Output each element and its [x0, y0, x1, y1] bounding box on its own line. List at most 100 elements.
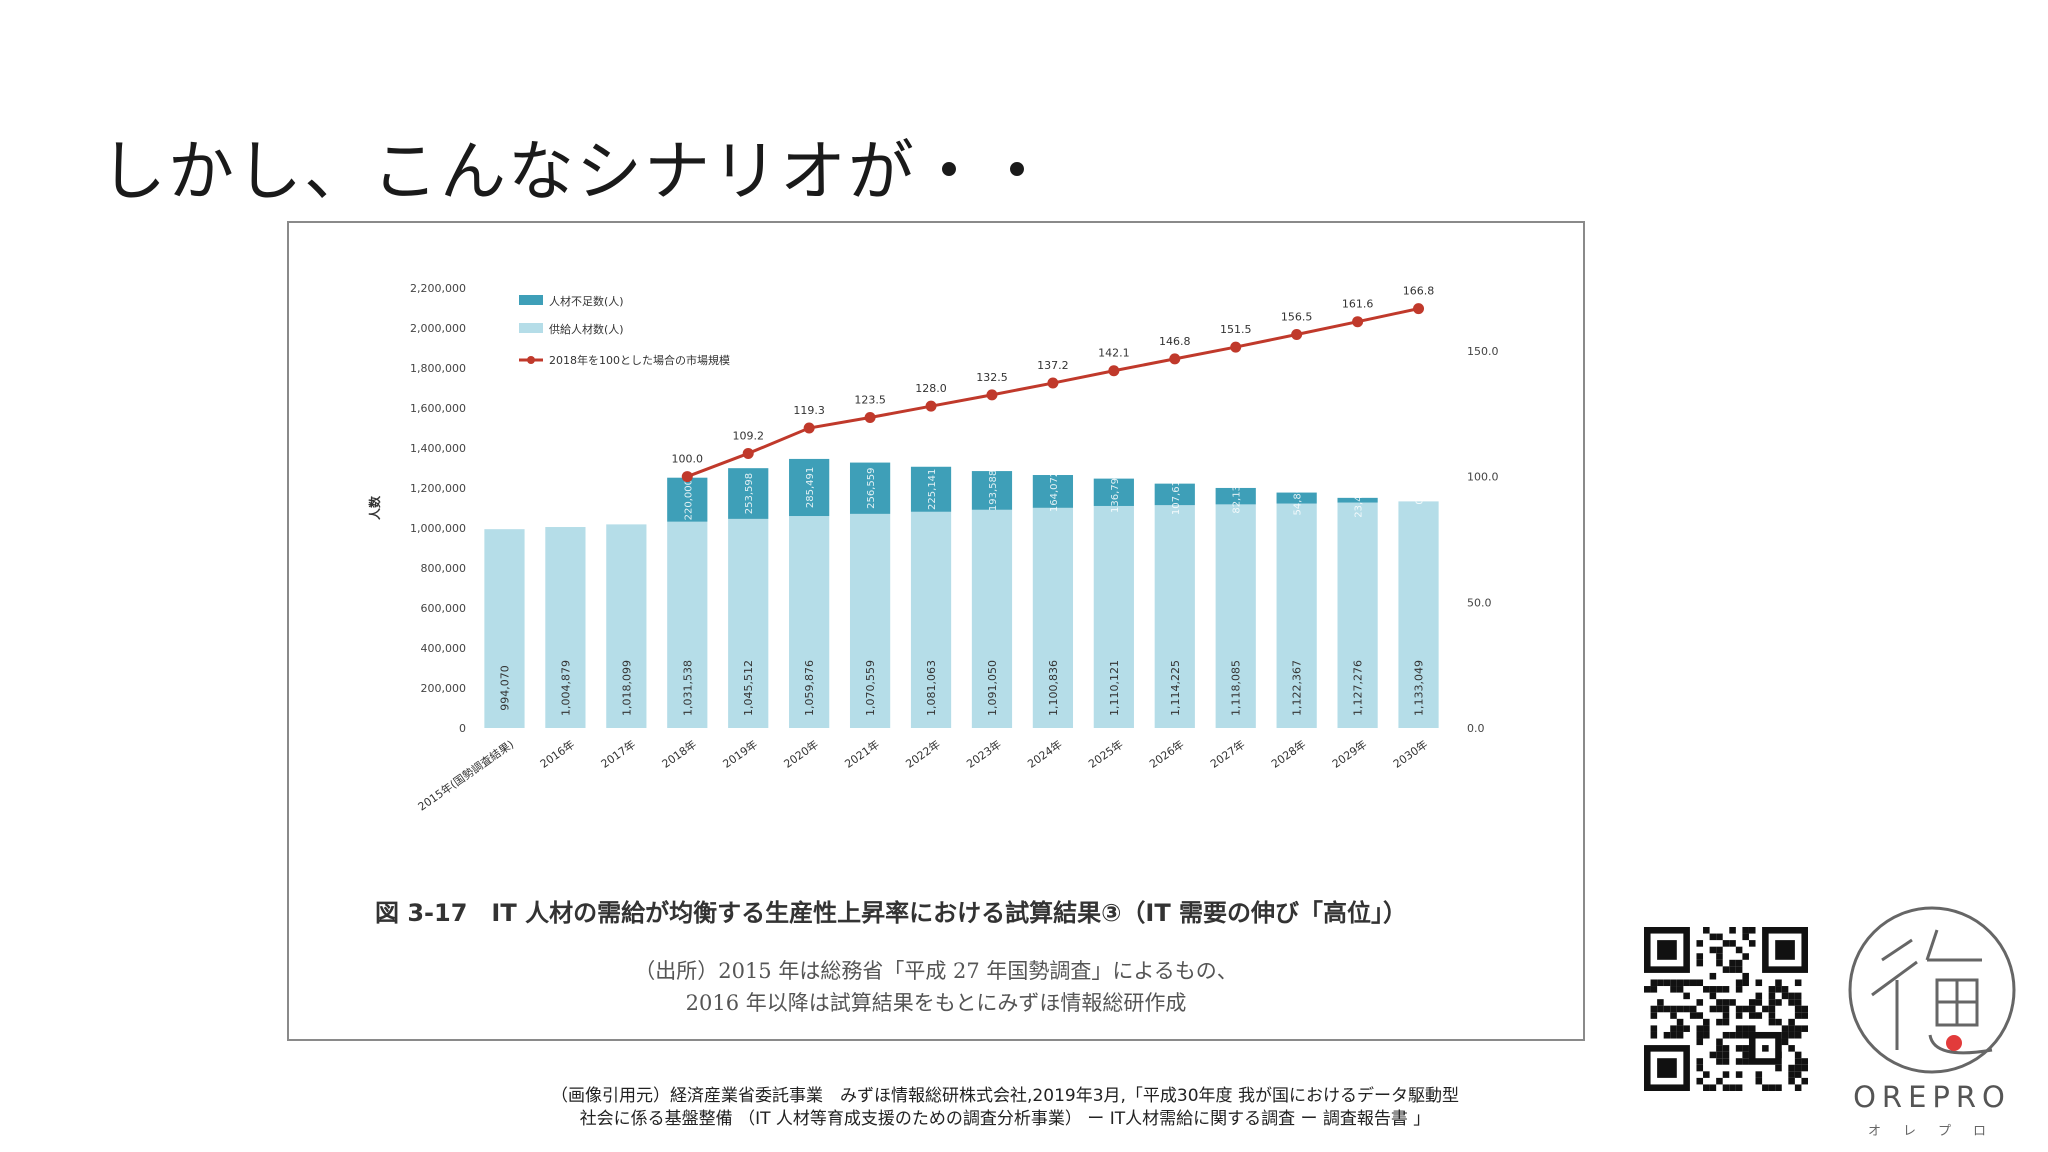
- y-tick-label: 0: [459, 722, 466, 735]
- orepro-logo: OREPRO オレプロ: [1842, 900, 2022, 1140]
- bar-label-shortage: 107,613: [1171, 474, 1182, 515]
- bar-supply: [1032, 507, 1074, 728]
- line-data-label: 128.0: [915, 382, 947, 395]
- bar-label-shortage: 225,141: [927, 469, 938, 510]
- chart-frame: 0 200,000 400,000 600,000 800,000 1,000,000 1,…: [287, 221, 1585, 1041]
- bar-label-shortage: 136,796: [1110, 472, 1121, 513]
- legend-label-shortage: 人材不足数(人): [549, 294, 624, 308]
- y-axis-label: 人数: [367, 495, 382, 520]
- x-tick-label: 2016年: [537, 737, 577, 771]
- bar-label-supply: 1,110,121: [1108, 660, 1121, 716]
- y2-tick-label: 0.0: [1467, 722, 1485, 735]
- line-point: [742, 447, 754, 459]
- figure-source-line1: （出所）2015 年は総務省「平成 27 年国勢調査」によるもの、: [634, 959, 1238, 983]
- line-point: [1230, 341, 1242, 353]
- y-tick-label: 1,200,000: [410, 482, 466, 495]
- chart: 0 200,000 400,000 600,000 800,000 1,000,000 1,…: [367, 282, 1499, 814]
- y-tick-label: 800,000: [421, 562, 467, 575]
- bar-shortage: [849, 462, 891, 514]
- citation-line1: （画像引用元）経済産業省委託事業 みずほ情報総研株式会社,2019年3月,「平成…: [551, 1086, 1459, 1106]
- bar-supply: [1276, 503, 1317, 728]
- bar-shortage: [1337, 497, 1378, 503]
- bar-shortage: [667, 477, 708, 522]
- bar-supply: [728, 518, 769, 728]
- line-point: [925, 400, 937, 412]
- bar-supply: [1215, 504, 1256, 728]
- x-tick-label: 2021年: [842, 737, 882, 771]
- x-tick-label: 2018年: [659, 737, 699, 771]
- bar-supply: [1398, 501, 1439, 728]
- bar-shortage: [971, 471, 1013, 510]
- line-point: [1169, 353, 1181, 365]
- bar-label-supply: 1,118,085: [1230, 660, 1243, 716]
- x-tick-label: 2023年: [964, 737, 1004, 771]
- bar-shortage: [1032, 475, 1074, 508]
- x-tick-label: 2030年: [1390, 737, 1430, 771]
- y-tick-label: 400,000: [421, 642, 467, 655]
- y-tick-label: 200,000: [421, 682, 467, 695]
- line-point: [1108, 365, 1120, 377]
- bar-supply: [1337, 502, 1378, 728]
- bar-shortage: [1093, 478, 1134, 506]
- line-data-label: 151.5: [1220, 323, 1252, 336]
- logo-brand-text: OREPRO: [1853, 1080, 2011, 1114]
- line-data-label: 166.8: [1403, 285, 1435, 298]
- bar-supply: [545, 527, 586, 728]
- line-point: [864, 411, 876, 423]
- legend-swatch-supply: [519, 323, 543, 333]
- bar-shortage: [789, 458, 830, 517]
- line-point: [1047, 377, 1059, 389]
- figure-source-line2: 2016 年以降は試算結果をもとにみずほ情報総研作成: [685, 991, 1187, 1015]
- legend-swatch-line-marker: [527, 356, 535, 364]
- bar-label-supply: 1,091,050: [986, 660, 999, 716]
- bar-supply: [667, 521, 708, 728]
- bar-label-shortage: 0: [1415, 498, 1426, 504]
- x-tick-label: 2025年: [1086, 737, 1126, 771]
- bar-shortage: [910, 466, 952, 512]
- bar-label-supply: 1,018,099: [620, 660, 633, 716]
- x-tick-label: 2022年: [903, 737, 943, 771]
- bar-supply: [849, 513, 891, 728]
- y-tick-label: 1,000,000: [410, 522, 466, 535]
- figure-caption: 図 3-17 IT 人材の需給が均衡する生産性上昇率における試算結果③（IT 需…: [375, 899, 1408, 927]
- bar-shortage: [1154, 483, 1195, 506]
- bar-label-shortage: 253,598: [744, 473, 755, 514]
- x-tick-label: 2015年(国勢調査結果): [415, 737, 516, 814]
- bar-supply: [789, 516, 830, 728]
- bar-label-supply: 1,081,063: [925, 660, 938, 716]
- x-tick-label: 2019年: [720, 737, 760, 771]
- line-data-label: 123.5: [854, 393, 886, 406]
- logo-kana-text: オレプロ: [1867, 1124, 2008, 1139]
- bar-label-shortage: 256,559: [866, 468, 877, 509]
- bar-label-supply: 1,045,512: [742, 660, 755, 716]
- legend-label-supply: 供給人材数(人): [549, 322, 624, 336]
- bar-supply: [1154, 505, 1195, 728]
- bar-supply: [971, 509, 1013, 728]
- x-tick-label: 2020年: [781, 737, 821, 771]
- bar-supply: [1093, 505, 1134, 728]
- logo-mark-icon: [1848, 906, 2016, 1074]
- y-tick-label: 1,400,000: [410, 442, 466, 455]
- line-point: [681, 471, 693, 483]
- bar-label-shortage: 285,491: [805, 467, 816, 508]
- line-point: [803, 422, 815, 434]
- bar-label-shortage: 23,452: [1354, 483, 1365, 518]
- qr-code-icon[interactable]: [1644, 927, 1808, 1091]
- bar-label-supply: 1,127,276: [1352, 660, 1365, 716]
- line-point: [986, 389, 998, 401]
- x-tick-label: 2028年: [1268, 737, 1308, 771]
- bar-supply: [484, 529, 525, 728]
- line-data-label: 137.2: [1037, 359, 1069, 372]
- line-data-label: 109.2: [732, 429, 764, 442]
- citation-line2: 社会に係る基盤整備 （IT 人材等育成支援のための調査分析事業） ー IT人材需…: [579, 1109, 1431, 1129]
- x-tick-label: 2026年: [1147, 737, 1187, 771]
- line-data-label: 132.5: [976, 371, 1008, 384]
- line-data-label: 142.1: [1098, 347, 1130, 360]
- line-data-label: 161.6: [1342, 298, 1374, 311]
- bar-label-shortage: 82,136: [1232, 479, 1243, 514]
- bar-label-supply: 1,122,367: [1291, 660, 1304, 716]
- line-data-label: 156.5: [1281, 311, 1313, 324]
- bar-label-supply: 994,070: [498, 665, 511, 711]
- line-point: [1291, 329, 1303, 341]
- y2-tick-label: 150.0: [1467, 345, 1499, 358]
